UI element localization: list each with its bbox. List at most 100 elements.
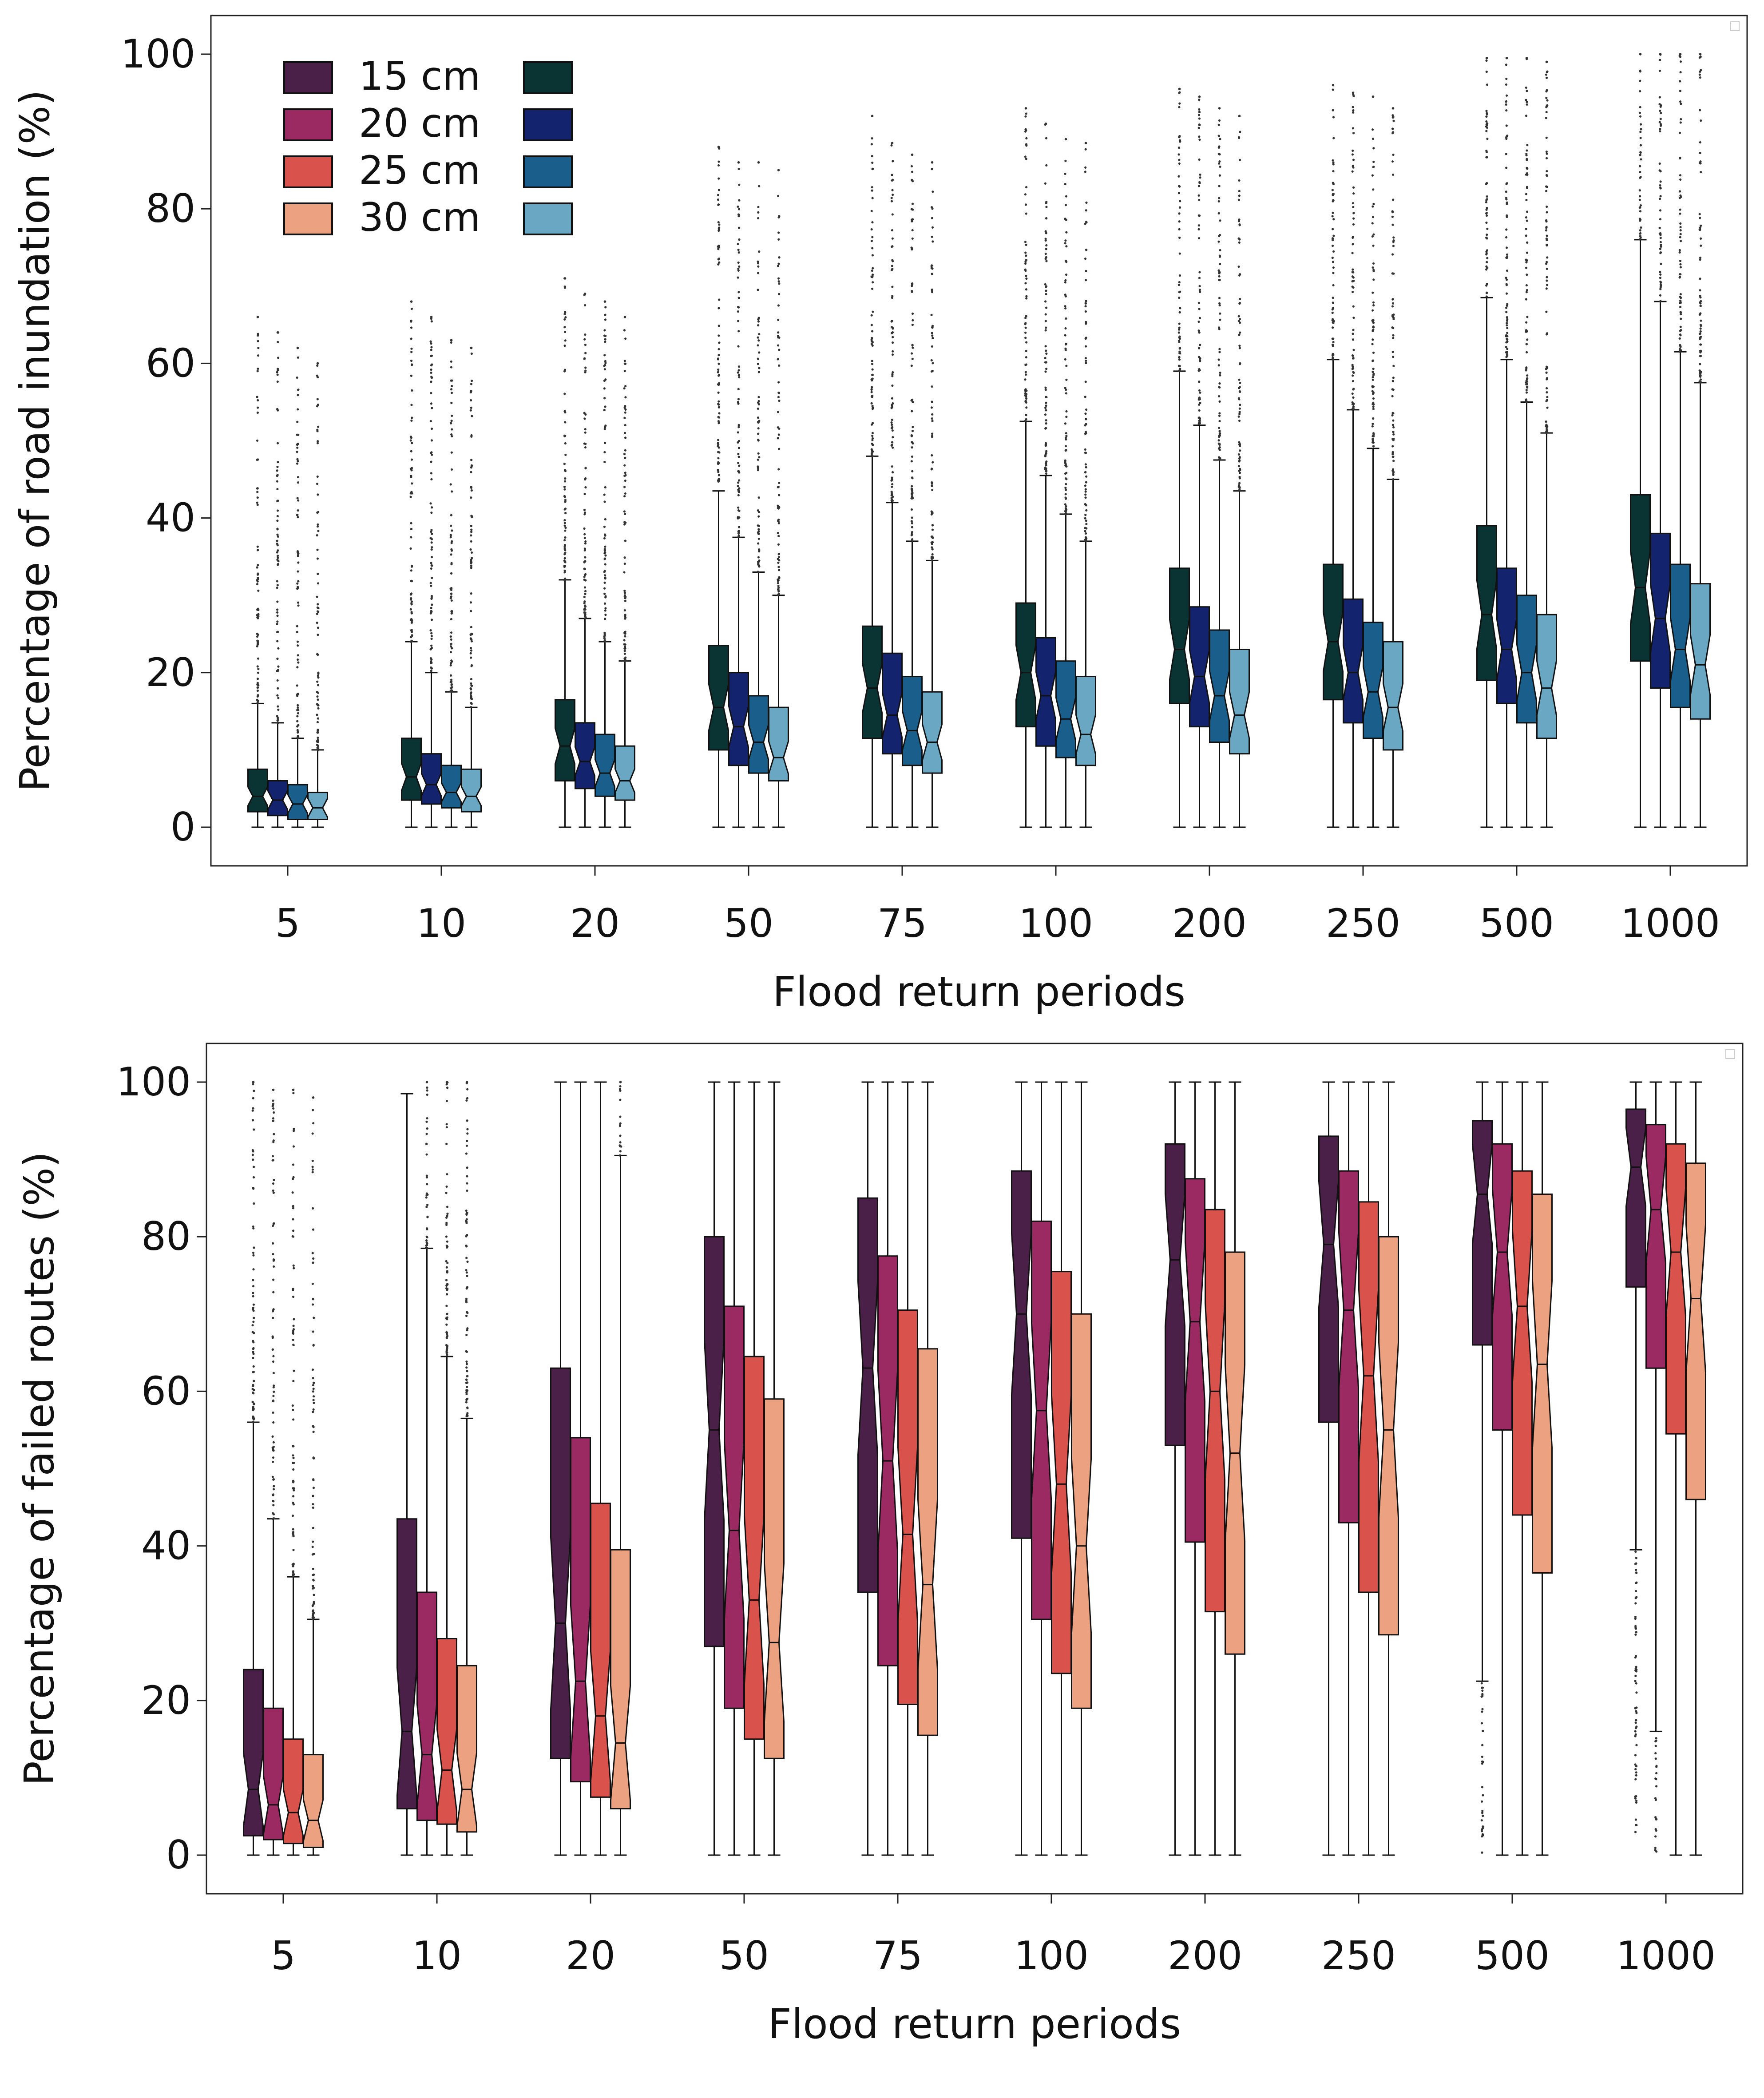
flier-point <box>1332 326 1334 329</box>
flier-point <box>777 304 780 307</box>
flier-point <box>624 424 626 427</box>
flier-point <box>1084 490 1087 493</box>
flier-point <box>1481 1828 1483 1831</box>
flier-point <box>272 1441 275 1444</box>
flier-point <box>1218 328 1221 330</box>
flier-point <box>737 365 741 368</box>
flier-point <box>272 1278 275 1281</box>
flier-point <box>446 1347 448 1349</box>
notched-box <box>247 768 268 813</box>
flier-point <box>445 1287 448 1290</box>
flier-point <box>470 656 472 659</box>
flier-point <box>1024 400 1027 403</box>
flier-point <box>312 1228 315 1231</box>
flier-point <box>1198 389 1201 392</box>
flier-point <box>778 506 781 508</box>
flier-point <box>296 420 299 423</box>
flier-point <box>777 280 780 283</box>
flier-point <box>623 589 626 592</box>
flier-point <box>450 645 452 648</box>
flier-point <box>1084 412 1087 415</box>
flier-point <box>1525 173 1528 176</box>
flier-point <box>1217 439 1220 442</box>
flier-point <box>312 1388 315 1390</box>
flier-point <box>872 267 874 270</box>
flier-point <box>1024 326 1027 329</box>
flier-point <box>425 1241 428 1244</box>
flier-point <box>1064 159 1067 162</box>
flier-point <box>1525 99 1527 101</box>
flier-point <box>1372 270 1375 273</box>
box-10-s0 <box>401 300 422 828</box>
flier-point <box>1332 88 1334 91</box>
flier-point <box>313 1602 315 1605</box>
flier-point <box>1699 312 1702 315</box>
flier-point <box>1505 236 1508 239</box>
flier-point <box>871 155 873 158</box>
flier-point <box>737 371 739 374</box>
flier-point <box>737 320 740 322</box>
flier-point <box>296 582 299 585</box>
flier-point <box>1525 343 1528 345</box>
notched-box <box>1670 563 1691 708</box>
flier-point <box>297 561 300 564</box>
flier-point <box>1485 292 1488 294</box>
flier-point <box>297 706 299 709</box>
flier-point <box>777 169 780 171</box>
flier-point <box>1238 218 1241 221</box>
flier-point <box>1178 352 1181 354</box>
notched-box <box>1492 1143 1513 1431</box>
flier-point <box>737 374 740 377</box>
flier-point <box>737 534 740 537</box>
flier-point <box>910 365 913 367</box>
flier-point <box>1391 114 1394 117</box>
flier-point <box>466 1233 468 1237</box>
flier-point <box>277 357 280 359</box>
flier-point <box>471 515 473 518</box>
flier-point <box>311 1159 314 1162</box>
box-100-s0 <box>1015 107 1036 828</box>
flier-point <box>465 1314 468 1317</box>
flier-point <box>1197 185 1201 187</box>
flier-point <box>891 397 893 400</box>
flier-point <box>313 1594 315 1596</box>
flier-point <box>871 439 874 441</box>
flier-point <box>1658 96 1661 99</box>
flier-point <box>1486 261 1488 263</box>
flier-point <box>1218 304 1221 307</box>
flier-point <box>1638 111 1641 114</box>
flier-point <box>931 553 934 556</box>
flier-point <box>1217 364 1220 367</box>
flier-point <box>871 236 874 238</box>
flier-point <box>450 595 452 598</box>
flier-point <box>1546 284 1549 286</box>
flier-point <box>1698 380 1701 383</box>
flier-point <box>1505 356 1508 358</box>
flier-point <box>1064 327 1067 330</box>
flier-point <box>311 1604 314 1607</box>
flier-point <box>426 1203 429 1206</box>
flier-point <box>1218 234 1221 236</box>
flier-point <box>450 610 453 613</box>
flier-point <box>870 324 873 326</box>
flier-point <box>311 1368 314 1371</box>
flier-point <box>451 490 453 493</box>
flier-point <box>292 1495 295 1498</box>
flier-point <box>292 1456 295 1459</box>
flier-point <box>603 558 606 560</box>
flier-point <box>450 388 453 391</box>
flier-point <box>870 343 873 345</box>
flier-point <box>1064 477 1067 480</box>
flier-point <box>316 746 319 749</box>
flier-point <box>465 1271 468 1274</box>
notched-box <box>708 645 729 751</box>
flier-point <box>276 515 279 518</box>
flier-point <box>892 336 894 338</box>
flier-point <box>450 618 453 621</box>
flier-point <box>470 346 473 349</box>
flier-point <box>623 416 626 419</box>
notched-box <box>1358 1201 1379 1593</box>
flier-point <box>890 200 893 202</box>
flier-point <box>911 171 914 173</box>
flier-point <box>1655 1772 1658 1775</box>
